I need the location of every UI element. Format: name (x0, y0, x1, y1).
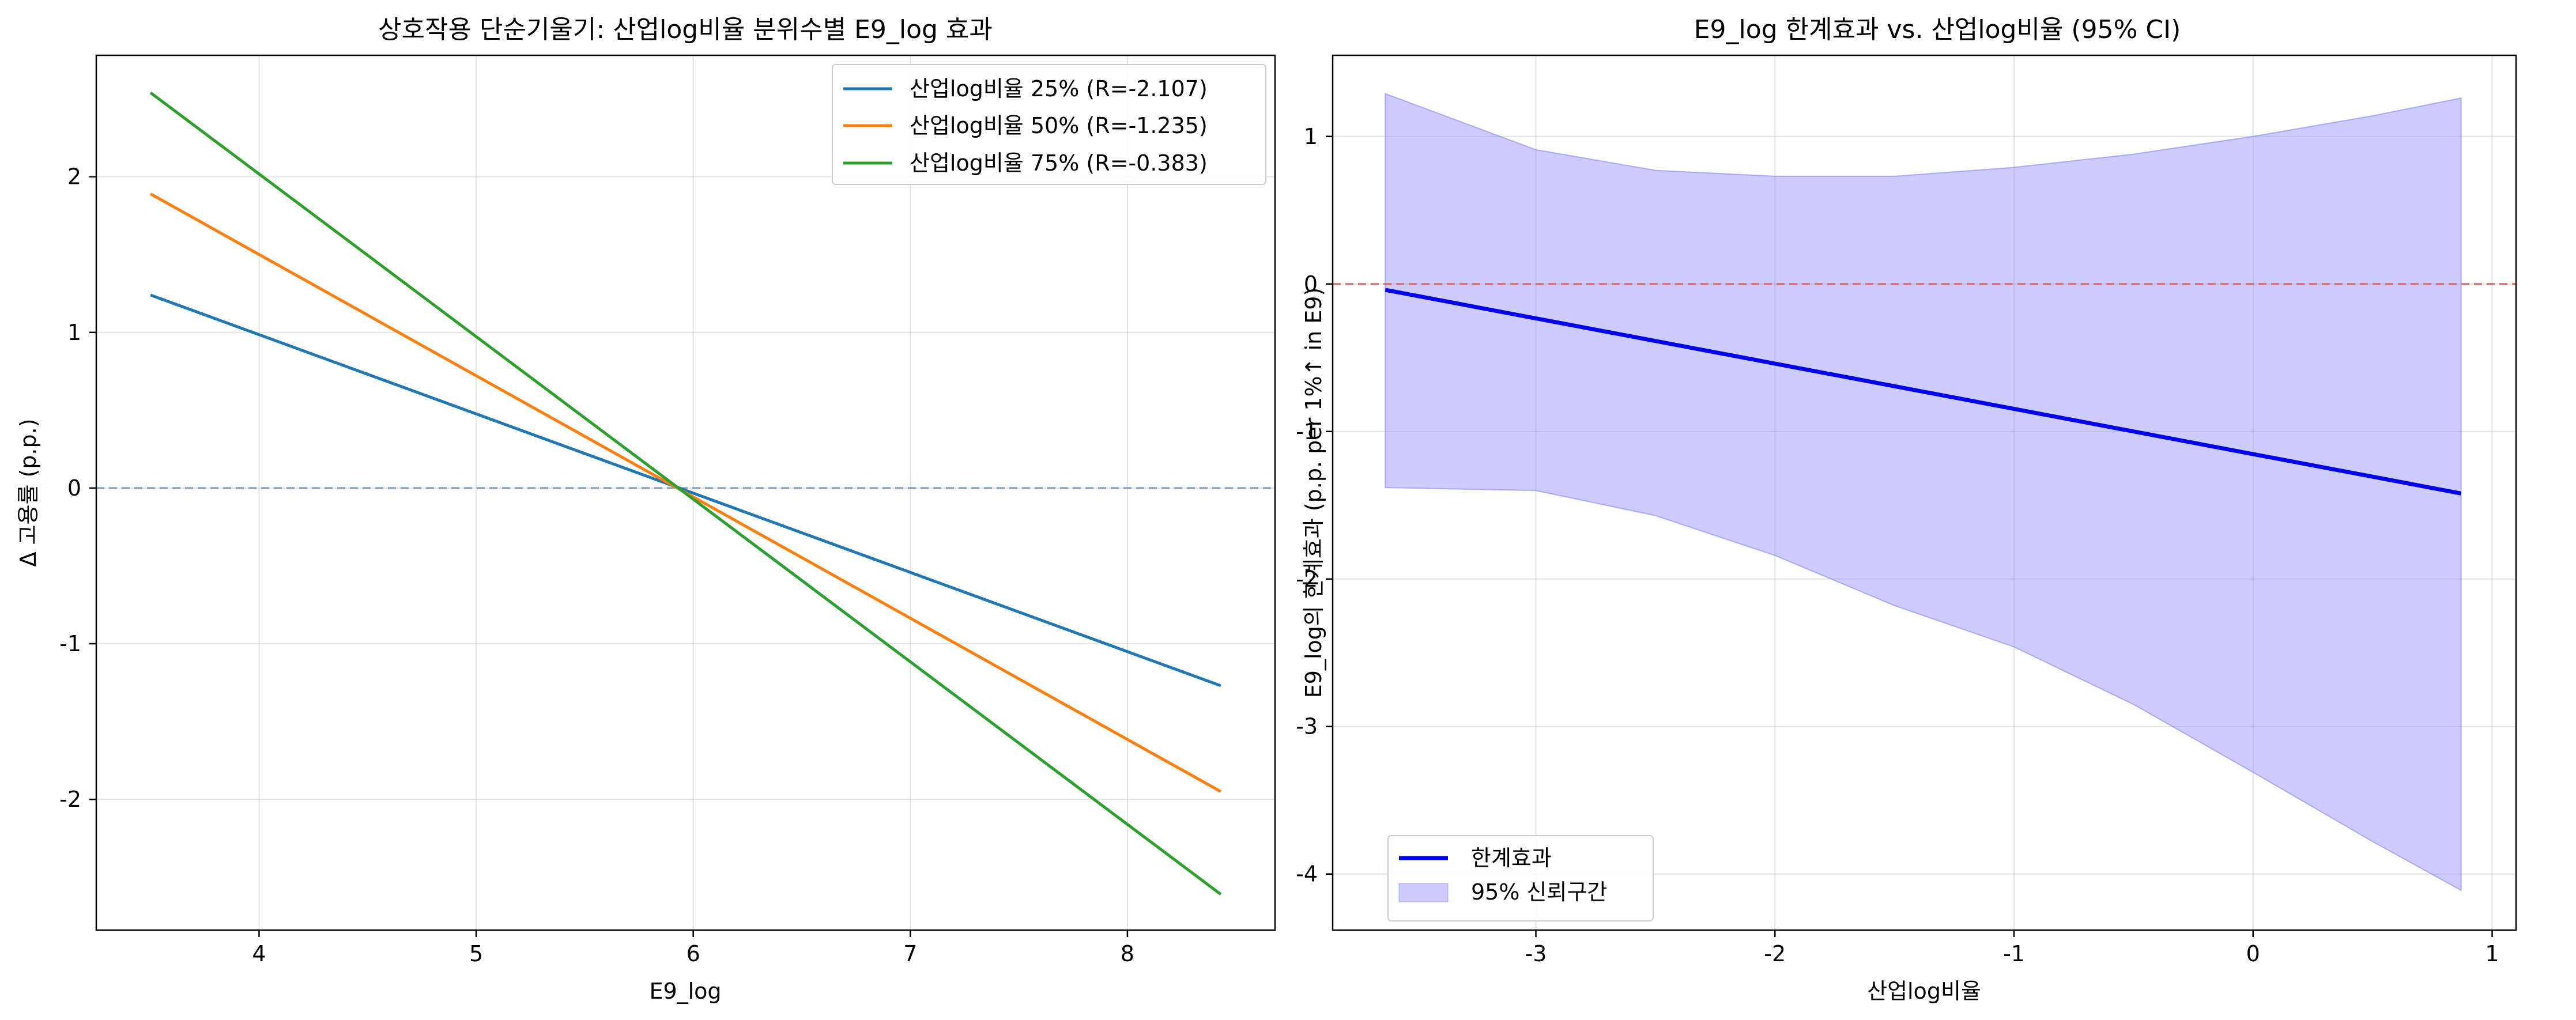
legend-swatch-band (1398, 883, 1449, 902)
x-tick-label: 8 (1121, 941, 1134, 966)
series-layer (149, 91, 1222, 896)
series-line-0 (150, 293, 1221, 687)
plot-frame (1332, 54, 2517, 931)
legend-label-0: 산업log비율 25% (R=-2.107) (910, 76, 1208, 101)
y-tick-label: 1 (67, 320, 81, 345)
legend-box (1387, 835, 1654, 921)
marginal-effect-panel: E9_log 한계효과 vs. 산업log비율 (95% CI) -3 -2 -1 0… (1296, 15, 2517, 1004)
y-tick-label: -1 (59, 631, 81, 656)
x-tick-label: -1 (2003, 941, 2025, 966)
confidence-band (1385, 93, 2462, 891)
legend-label-2: 산업log비율 75% (R=-0.383) (910, 150, 1208, 176)
x-axis-label: 산업log비율 (1867, 979, 1981, 1004)
panel-title: E9_log 한계효과 vs. 산업log비율 (95% CI) (1694, 15, 2181, 44)
tick-layer: 4 5 6 7 8 -2 -1 0 1 2 (59, 164, 1134, 966)
x-tick-label: 1 (2485, 941, 2499, 966)
grid (1333, 55, 2516, 930)
legend-box (832, 64, 1266, 185)
y-tick-label: -4 (1296, 862, 1318, 887)
panel-title: 상호작용 단순기울기: 산업log비율 분위수별 E9_log 효과 (378, 15, 993, 44)
plot-frame (95, 54, 1276, 931)
legend-label-1: 산업log비율 50% (R=-1.235) (910, 113, 1208, 138)
x-axis-label: E9_log (649, 979, 721, 1004)
tick-layer: -3 -2 -1 0 1 -4 -3 -2 -1 0 1 (1296, 124, 2499, 966)
y-tick-label: 2 (67, 164, 81, 190)
legend: 한계효과 95% 신뢰구간 (1387, 835, 1654, 921)
series-line-0 (1385, 288, 2462, 496)
y-tick-label: 0 (67, 475, 81, 501)
x-tick-label: -3 (1525, 941, 1547, 966)
x-tick-label: 0 (2246, 941, 2260, 966)
legend-label-1: 95% 신뢰구간 (1471, 879, 1607, 905)
x-tick-label: -2 (1764, 941, 1786, 966)
y-tick-label: -1 (1296, 419, 1318, 444)
y-axis-label: E9_log의 한계효과 (p.p. per 1%↑ in E9) (1301, 288, 1326, 698)
y-tick-label: 1 (1304, 124, 1318, 149)
y-tick-label: -3 (1296, 714, 1318, 739)
series-line-2 (149, 91, 1222, 896)
legend-label-0: 한계효과 (1471, 845, 1552, 871)
y-axis-label: Δ 고용률 (p.p.) (16, 418, 41, 566)
x-tick-label: 7 (903, 941, 917, 966)
confidence-band-layer (1385, 93, 2462, 891)
series-layer (1385, 288, 2462, 496)
legend: 산업log비율 25% (R=-2.107) 산업log비율 50% (R=-1… (832, 64, 1266, 185)
simple-slopes-panel: 상호작용 단순기울기: 산업log비율 분위수별 E9_log 효과 4 5 6 7 8… (16, 15, 1276, 1004)
x-tick-label: 5 (469, 941, 483, 966)
y-tick-label: -2 (1296, 566, 1318, 592)
y-tick-label: -2 (59, 787, 81, 812)
x-tick-label: 4 (252, 941, 266, 966)
x-tick-label: 6 (687, 941, 700, 966)
y-tick-label: 0 (1304, 271, 1318, 297)
